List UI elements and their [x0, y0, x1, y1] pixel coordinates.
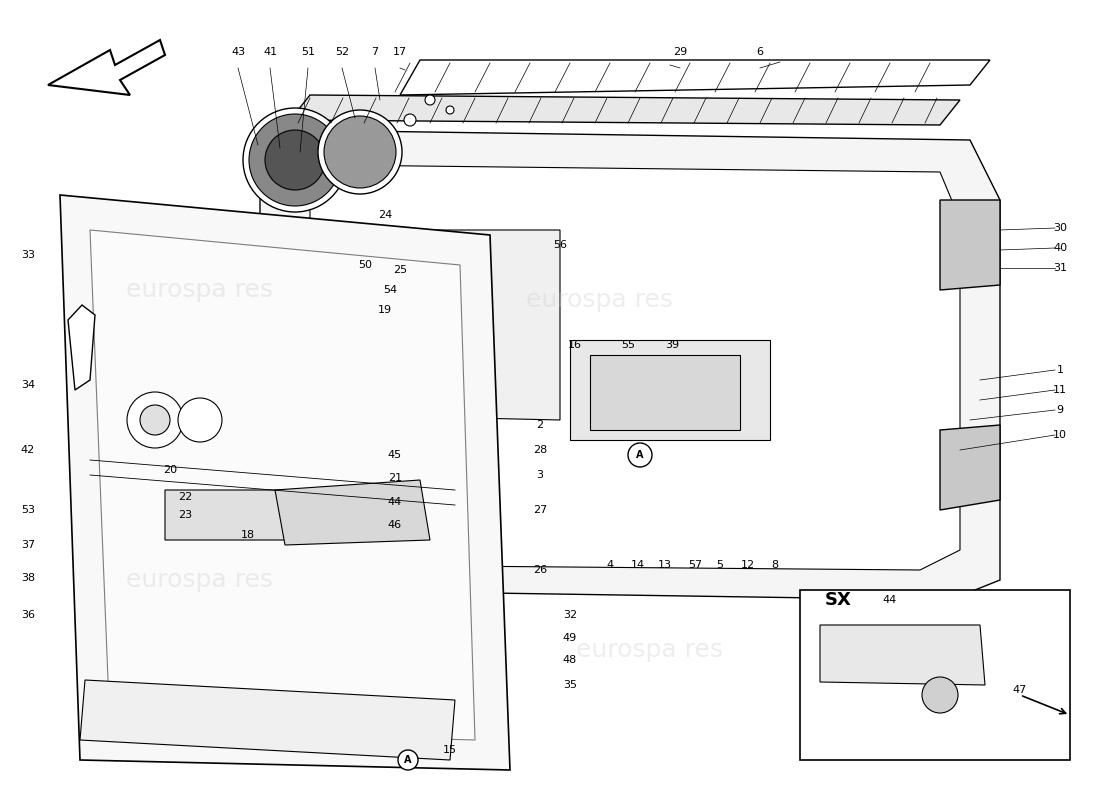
Polygon shape [310, 165, 960, 570]
Text: 32: 32 [563, 610, 578, 620]
Text: 21: 21 [388, 473, 403, 483]
Text: 57: 57 [688, 560, 702, 570]
Text: 35: 35 [563, 680, 578, 690]
Text: 52: 52 [334, 47, 349, 57]
Text: 3: 3 [537, 470, 543, 480]
Text: 39: 39 [664, 340, 679, 350]
Polygon shape [570, 340, 770, 440]
Circle shape [249, 114, 341, 206]
Text: 31: 31 [1053, 263, 1067, 273]
Text: 28: 28 [532, 445, 547, 455]
Text: 22: 22 [178, 492, 192, 502]
Polygon shape [165, 490, 340, 540]
Text: 11: 11 [1053, 385, 1067, 395]
Text: 37: 37 [21, 540, 35, 550]
Text: 20: 20 [163, 465, 177, 475]
Circle shape [243, 108, 346, 212]
Text: eurospa res: eurospa res [576, 638, 724, 662]
Text: 56: 56 [553, 240, 566, 250]
Polygon shape [340, 230, 560, 420]
Text: 4: 4 [606, 560, 614, 570]
Text: 5: 5 [716, 560, 724, 570]
Text: 42: 42 [21, 445, 35, 455]
Polygon shape [940, 425, 1000, 510]
Text: 48: 48 [563, 655, 578, 665]
Text: 24: 24 [378, 210, 392, 220]
Text: 36: 36 [21, 610, 35, 620]
Text: 49: 49 [563, 633, 578, 643]
Text: 33: 33 [21, 250, 35, 260]
Text: 6: 6 [757, 47, 763, 57]
Text: 29: 29 [673, 47, 688, 57]
Text: 26: 26 [532, 565, 547, 575]
Circle shape [140, 405, 170, 435]
Text: 12: 12 [741, 560, 755, 570]
Circle shape [324, 116, 396, 188]
Text: eurospa res: eurospa res [126, 568, 274, 592]
Polygon shape [340, 230, 405, 380]
Text: eurospa res: eurospa res [126, 278, 274, 302]
Text: 55: 55 [621, 340, 635, 350]
Text: 9: 9 [1056, 405, 1064, 415]
Text: eurospa res: eurospa res [527, 288, 673, 312]
Text: 50: 50 [358, 260, 372, 270]
Circle shape [628, 443, 652, 467]
Text: A: A [405, 755, 411, 765]
Text: 40: 40 [1053, 243, 1067, 253]
Polygon shape [820, 625, 984, 685]
Text: 17: 17 [393, 47, 407, 57]
Circle shape [178, 398, 222, 442]
Text: 13: 13 [658, 560, 672, 570]
Circle shape [446, 106, 454, 114]
FancyBboxPatch shape [800, 590, 1070, 760]
Polygon shape [260, 130, 1000, 600]
Polygon shape [290, 95, 960, 125]
Text: 18: 18 [241, 530, 255, 540]
Polygon shape [90, 230, 475, 740]
Text: 34: 34 [21, 380, 35, 390]
Text: 10: 10 [1053, 430, 1067, 440]
Text: 51: 51 [301, 47, 315, 57]
Text: 7: 7 [372, 47, 378, 57]
Polygon shape [48, 40, 165, 95]
Text: 23: 23 [178, 510, 192, 520]
Polygon shape [590, 355, 740, 430]
Polygon shape [400, 60, 990, 95]
Text: 47: 47 [1013, 685, 1027, 695]
Text: A: A [636, 450, 644, 460]
Polygon shape [60, 195, 510, 770]
Text: 53: 53 [21, 505, 35, 515]
Text: SX: SX [825, 591, 851, 609]
Text: 25: 25 [393, 265, 407, 275]
Text: 38: 38 [21, 573, 35, 583]
Text: 1: 1 [1056, 365, 1064, 375]
Text: 16: 16 [568, 340, 582, 350]
Text: 14: 14 [631, 560, 645, 570]
Polygon shape [275, 480, 430, 545]
Circle shape [425, 95, 435, 105]
Text: 30: 30 [1053, 223, 1067, 233]
Text: 19: 19 [378, 305, 392, 315]
Text: 15: 15 [443, 745, 456, 755]
Polygon shape [355, 270, 440, 305]
Circle shape [922, 677, 958, 713]
Circle shape [126, 392, 183, 448]
Polygon shape [68, 305, 95, 390]
Text: 45: 45 [388, 450, 403, 460]
Text: 2: 2 [537, 420, 543, 430]
Text: 43: 43 [231, 47, 245, 57]
Text: 46: 46 [388, 520, 403, 530]
Text: 41: 41 [263, 47, 277, 57]
Circle shape [398, 750, 418, 770]
Polygon shape [80, 680, 455, 760]
Circle shape [318, 110, 402, 194]
Circle shape [265, 130, 324, 190]
Polygon shape [940, 200, 1000, 290]
Text: 44: 44 [388, 497, 403, 507]
Circle shape [404, 114, 416, 126]
Text: 8: 8 [771, 560, 779, 570]
Text: 44: 44 [883, 595, 898, 605]
Text: 27: 27 [532, 505, 547, 515]
Text: 54: 54 [383, 285, 397, 295]
